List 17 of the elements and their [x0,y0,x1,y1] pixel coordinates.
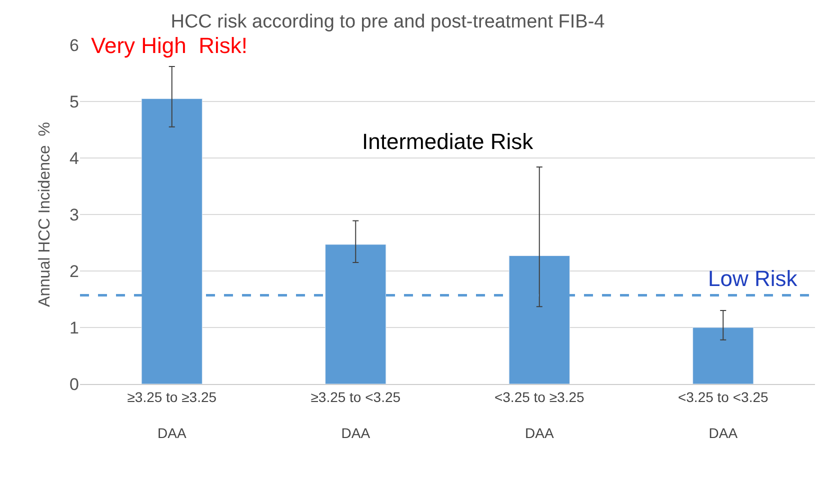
category-label: <3.25 to ≥3.25 DAA [494,388,584,442]
y-axis-title: Annual HCC Incidence % [36,122,54,307]
annotation: Intermediate Risk [362,129,534,154]
chart-title: HCC risk according to pre and post-treatment FIB-4 [170,12,606,33]
y-tick-label: 1 [70,318,79,338]
bar [692,327,754,384]
category-label: ≥3.25 to ≥3.25 DAA [127,388,217,442]
y-tick-label: 0 [70,374,79,394]
category-label: <3.25 to <3.25 DAA [678,388,768,442]
y-tick-label: 2 [70,262,79,281]
y-tick-label: 5 [70,92,79,112]
y-tick-label: 3 [70,205,79,224]
y-tick-label: 4 [70,148,79,168]
annotation: Very High Risk! [91,33,248,58]
category-label: ≥3.25 to <3.25 DAA [310,388,401,442]
y-tick-label: 6 [70,36,79,55]
ref-line-label: Low Risk [708,266,798,291]
